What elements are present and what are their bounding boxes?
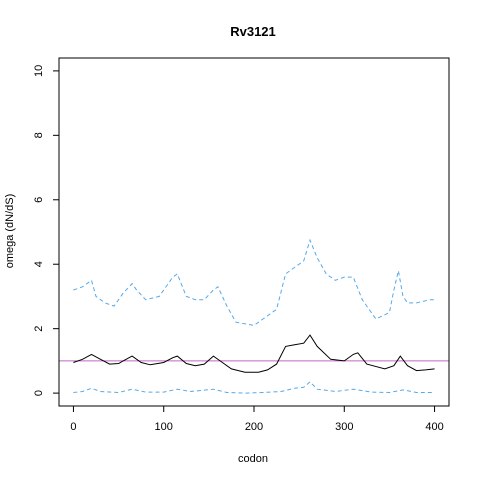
chart-title: Rv3121	[230, 24, 276, 39]
x-tick-label: 300	[335, 421, 353, 433]
plot-frame	[58, 57, 450, 407]
y-tick-label: 10	[33, 65, 45, 77]
series-line-lower	[73, 381, 435, 394]
x-tick-label: 100	[155, 421, 173, 433]
series-line-upper	[73, 238, 435, 326]
y-tick-label: 8	[33, 132, 45, 138]
y-tick-label: 2	[33, 326, 45, 332]
series-line-estimate	[73, 334, 435, 373]
y-tick-label: 4	[33, 261, 45, 267]
x-tick-label: 200	[245, 421, 263, 433]
y-tick-label: 0	[33, 390, 45, 396]
x-axis-label: codon	[238, 453, 268, 465]
y-tick-label: 6	[33, 197, 45, 203]
x-tick-label: 0	[70, 421, 76, 433]
y-axis-label: omega (dN/dS)	[4, 194, 16, 269]
x-tick-label: 400	[425, 421, 443, 433]
